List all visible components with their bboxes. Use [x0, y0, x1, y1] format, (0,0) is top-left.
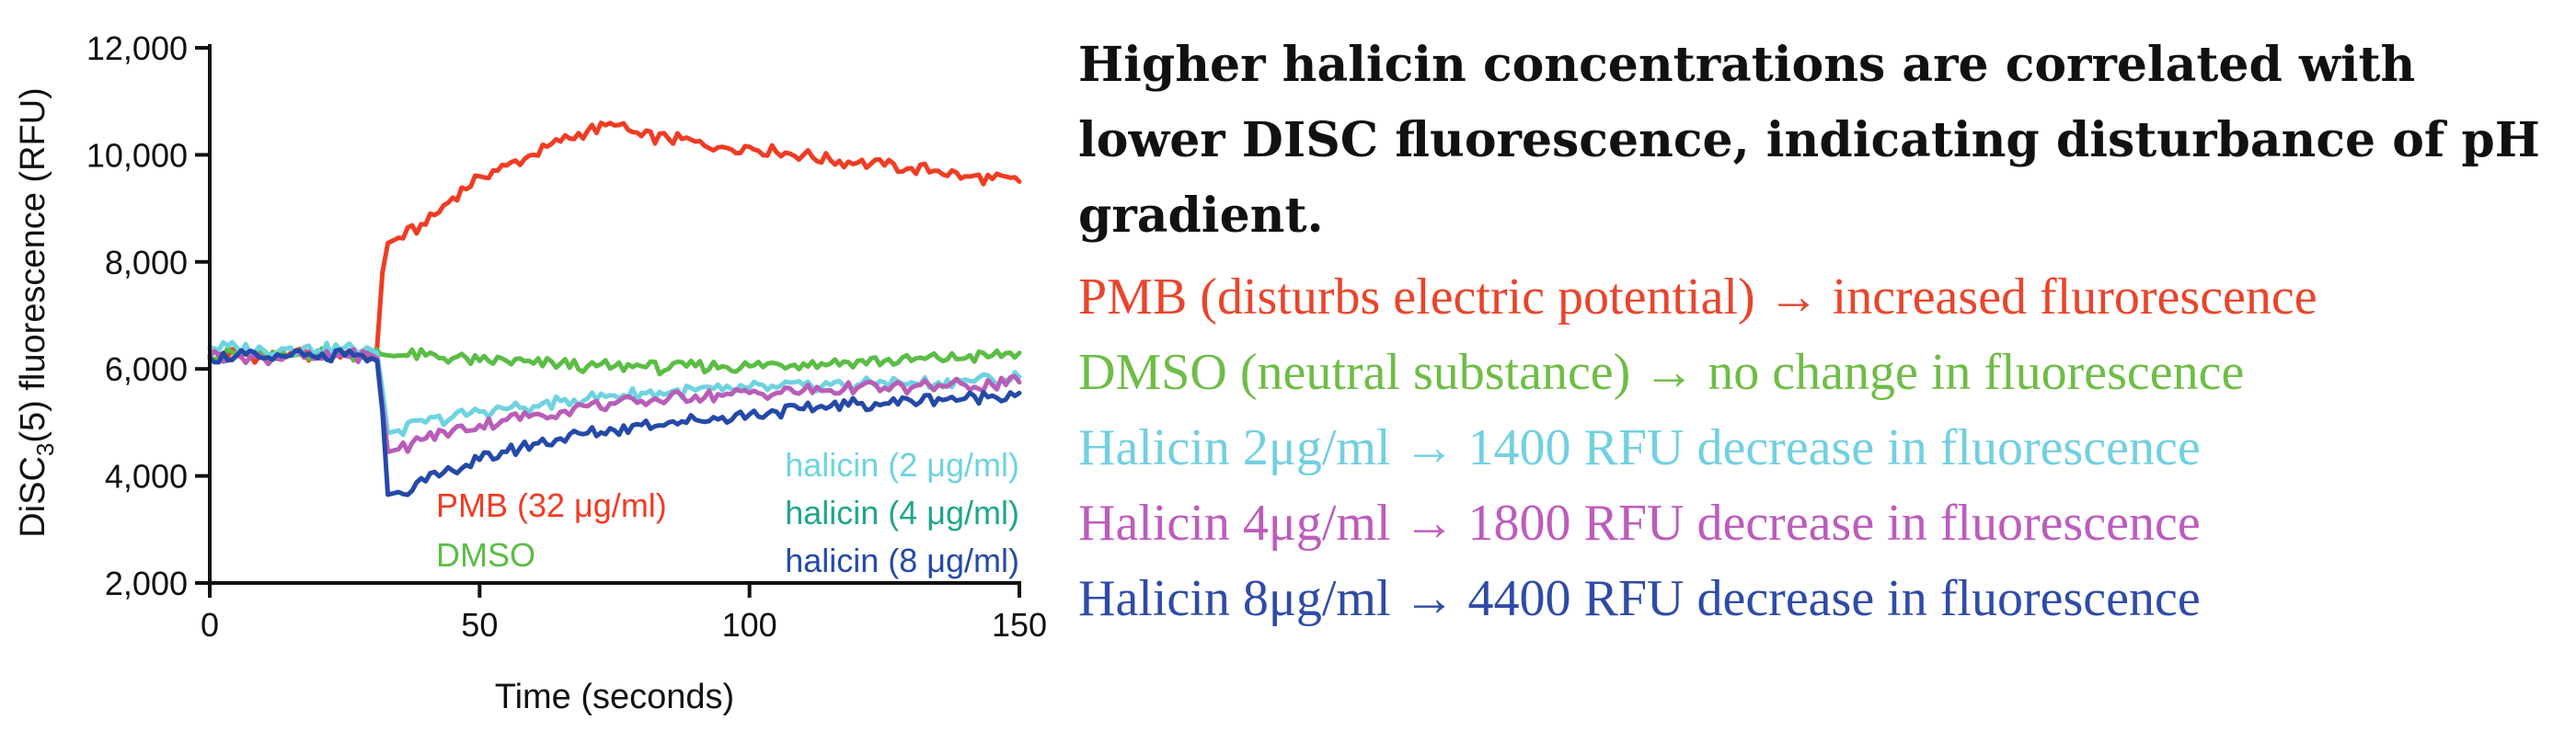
- note-halicin-2: Halicin 2μg/ml → 1400 RFU decrease in fl…: [1078, 419, 2201, 476]
- legend-entry-halicin-8-ug-ml: halicin (8 μg/ml): [785, 542, 1019, 579]
- annotation-panel: Higher halicin concentrations are correl…: [1078, 28, 2569, 636]
- legend-entry-halicin-2-ug-ml: halicin (2 μg/ml): [785, 446, 1019, 484]
- note-pmb: PMB (disturbs electric potential) → incr…: [1078, 268, 2317, 326]
- legend-entry-halicin-4-ug-ml: halicin (4 μg/ml): [785, 494, 1019, 531]
- y-tick-label: 10,000: [86, 136, 188, 174]
- y-tick-label: 12,000: [86, 29, 188, 67]
- y-axis-label-rest: (5) fluorescence (RFU): [14, 87, 52, 442]
- x-tick-label: 50: [461, 606, 498, 644]
- y-tick-label: 4,000: [105, 458, 188, 496]
- x-tick-label: 150: [992, 606, 1047, 644]
- y-axis-label: DiSC3(5) fluorescence (RFU): [14, 87, 59, 538]
- tick-layer: 2,000 4,000 6,000 8,000 10,000 12,000 0 50 100 15…: [86, 29, 1047, 644]
- series-layer: [207, 120, 1022, 497]
- series-line-halicin-8-ug-ml: [207, 347, 1022, 497]
- y-tick-label: 8,000: [105, 244, 188, 281]
- note-halicin-4: Halicin 4μg/ml → 1800 RFU decrease in fl…: [1078, 495, 2201, 552]
- series-line-pmb-32-ug-ml: [207, 120, 1022, 365]
- y-axis-label-subscript: 3: [31, 443, 59, 456]
- fluorescence-chart: 2,000 4,000 6,000 8,000 10,000 12,000 0 50 100 15…: [14, 29, 1047, 716]
- note-dmso: DMSO (neutral substance) → no change in …: [1078, 344, 2245, 401]
- x-tick-label: 100: [722, 606, 777, 644]
- legend-layer: PMB (32 μg/ml) DMSO halicin (2 μg/ml) halic…: [436, 446, 1019, 579]
- legend-entry-pmb-32-ug-ml: PMB (32 μg/ml): [436, 486, 667, 524]
- y-tick-label: 2,000: [105, 565, 188, 602]
- axes-layer: [208, 44, 1021, 585]
- annotation-heading: Higher halicin concentrations are correl…: [1078, 37, 2540, 244]
- note-halicin-8: Halicin 8μg/ml → 4400 RFU decrease in fl…: [1078, 570, 2201, 627]
- y-tick-label: 6,000: [105, 350, 188, 388]
- x-tick-label: 0: [201, 606, 219, 644]
- legend-entry-dmso: DMSO: [436, 536, 535, 574]
- x-axis-label: Time (seconds): [495, 678, 734, 716]
- y-axis-label-main: DiSC: [14, 456, 52, 538]
